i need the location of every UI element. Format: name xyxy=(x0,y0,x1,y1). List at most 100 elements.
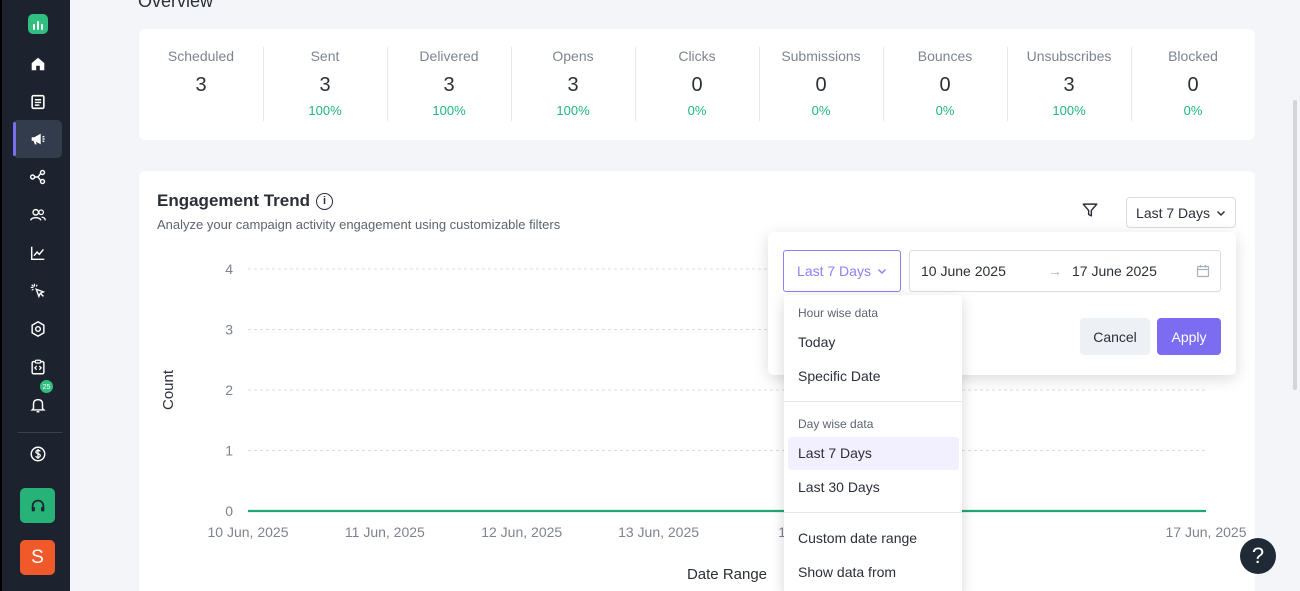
info-icon[interactable]: i xyxy=(316,192,334,210)
sidebar-item-tracking[interactable] xyxy=(13,272,62,310)
stat-value: 3 xyxy=(443,74,455,96)
stat-label: Opens xyxy=(552,48,594,64)
sidebar-item-developer[interactable] xyxy=(13,348,62,386)
stat-percent: 100% xyxy=(308,103,342,118)
dropdown-divider xyxy=(784,401,962,402)
sidebar-item-home[interactable] xyxy=(13,45,62,83)
sidebar-item-campaigns[interactable] xyxy=(13,120,62,158)
stat-label: Delivered xyxy=(419,48,479,64)
cursor-click-icon xyxy=(30,283,45,299)
end-date-input[interactable]: 17 June 2025 xyxy=(1072,263,1157,279)
stat-percent: 0% xyxy=(811,103,831,118)
option-last-7-days[interactable]: Last 7 Days xyxy=(788,437,959,470)
stat-sent: Sent 3 100% xyxy=(263,29,387,140)
y-tick-label: 1 xyxy=(225,443,233,459)
stat-blocked: Blocked 0 0% xyxy=(1131,29,1255,140)
engagement-title: Engagement Trend xyxy=(157,191,311,210)
y-tick-label: 2 xyxy=(225,382,233,398)
option-specific-date[interactable]: Specific Date xyxy=(798,368,881,384)
stat-percent: 100% xyxy=(432,103,466,118)
sidebar-item-documents[interactable] xyxy=(13,83,62,121)
stat-value: 3 xyxy=(567,74,579,96)
range-options-dropdown: Hour wise data Today Specific Date Day w… xyxy=(784,295,962,591)
option-show-from-beginning[interactable]: Show data from beginning xyxy=(798,564,897,580)
filter-button[interactable] xyxy=(1081,201,1099,224)
sidebar-item-notifications[interactable]: 25 xyxy=(13,379,62,424)
popover-range-select-label: Last 7 Days xyxy=(797,263,871,279)
y-tick-label: 4 xyxy=(225,261,233,277)
y-axis-label: Count xyxy=(160,369,177,410)
stat-submissions: Submissions 0 0% xyxy=(759,29,883,140)
app-logo-icon[interactable] xyxy=(28,14,48,34)
stat-label: Submissions xyxy=(781,48,861,64)
engagement-subtitle: Analyze your campaign activity engagemen… xyxy=(157,217,561,232)
stat-value: 0 xyxy=(1187,74,1199,96)
stat-label: Sent xyxy=(310,48,340,64)
date-range-picker[interactable]: 10 June 2025 → 17 June 2025 xyxy=(909,250,1221,292)
notification-count-badge: 25 xyxy=(39,379,54,394)
chevron-down-icon xyxy=(1216,210,1225,216)
stat-opens: Opens 3 100% xyxy=(511,29,635,140)
x-axis-label: Date Range xyxy=(687,566,767,583)
start-date-input[interactable]: 10 June 2025 xyxy=(921,263,1006,279)
stat-value: 3 xyxy=(195,74,207,96)
megaphone-icon xyxy=(31,133,45,145)
headset-icon xyxy=(31,499,44,511)
calendar-icon xyxy=(1196,265,1210,278)
overview-title: Overview xyxy=(138,0,214,11)
document-list-icon xyxy=(30,94,45,110)
code-clipboard-icon xyxy=(30,359,45,375)
option-today[interactable]: Today xyxy=(798,334,836,350)
x-tick-label: 12 Jun, 2025 xyxy=(481,524,562,540)
cancel-button[interactable]: Cancel xyxy=(1080,318,1150,355)
stat-unsubscribes: Unsubscribes 3 100% xyxy=(1007,29,1131,140)
sidebar-item-contacts[interactable] xyxy=(13,196,62,234)
x-tick-label: 13 Jun, 2025 xyxy=(618,524,699,540)
help-button[interactable]: ? xyxy=(1240,538,1276,574)
option-custom-date-range[interactable]: Custom date range xyxy=(798,530,918,546)
sidebar-item-workflows[interactable] xyxy=(13,158,62,196)
y-tick-label: 0 xyxy=(225,503,233,519)
stat-percent: 0% xyxy=(935,103,955,118)
stat-label: Unsubscribes xyxy=(1026,48,1112,64)
sidebar-divider xyxy=(18,432,62,433)
settings-icon xyxy=(30,320,45,338)
x-tick-label: 10 Jun, 2025 xyxy=(208,524,289,540)
support-button[interactable] xyxy=(20,488,55,523)
stat-value: 3 xyxy=(1063,74,1075,96)
workflow-icon xyxy=(29,169,45,185)
arrow-right-icon: → xyxy=(1048,263,1062,279)
date-range-select[interactable]: Last 7 Days xyxy=(1126,197,1236,228)
user-avatar[interactable]: S xyxy=(20,540,55,575)
stat-percent: 100% xyxy=(1052,103,1086,118)
dropdown-divider xyxy=(784,512,962,513)
popover-range-select[interactable]: Last 7 Days xyxy=(783,250,901,292)
x-tick-label: 17 Jun, 2025 xyxy=(1166,524,1247,540)
dropdown-group-day: Day wise data xyxy=(798,417,874,431)
dollar-circle-icon xyxy=(30,446,45,462)
stat-scheduled: Scheduled 3 xyxy=(139,29,263,140)
stat-label: Clicks xyxy=(678,48,716,64)
stat-clicks: Clicks 0 0% xyxy=(635,29,759,140)
stat-label: Scheduled xyxy=(167,48,235,64)
stat-value: 0 xyxy=(939,74,951,96)
date-range-select-label: Last 7 Days xyxy=(1136,204,1210,221)
engagement-title-row: Engagement Trend i xyxy=(157,191,334,211)
page-scrollbar[interactable] xyxy=(1293,100,1297,390)
sidebar-item-settings[interactable] xyxy=(13,310,62,348)
option-last-30-days[interactable]: Last 30 Days xyxy=(798,479,880,495)
stat-percent: 0% xyxy=(1183,103,1203,118)
sidebar: 25 S xyxy=(0,0,70,591)
home-icon xyxy=(31,57,44,71)
stat-percent: 0% xyxy=(687,103,707,118)
stat-value: 0 xyxy=(815,74,827,96)
stat-value: 0 xyxy=(691,74,703,96)
x-tick-label: 11 Jun, 2025 xyxy=(345,524,425,540)
apply-button[interactable]: Apply xyxy=(1157,318,1221,355)
sidebar-item-billing[interactable] xyxy=(13,435,62,473)
overview-card: Scheduled 3 Sent 3 100% Delivered 3 100%… xyxy=(139,29,1255,140)
stat-bounces: Bounces 0 0% xyxy=(883,29,1007,140)
sidebar-item-analytics[interactable] xyxy=(13,234,62,272)
bell-icon xyxy=(29,398,46,413)
filter-icon xyxy=(1082,203,1098,217)
